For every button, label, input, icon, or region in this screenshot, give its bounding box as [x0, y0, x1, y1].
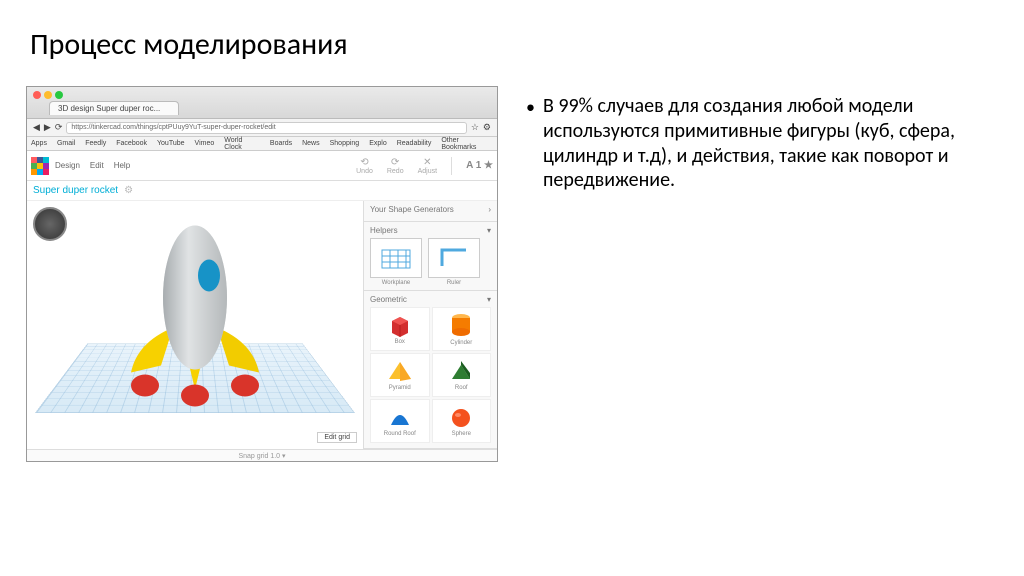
- wrench-icon[interactable]: ⚙: [483, 122, 491, 133]
- tinkercad-logo[interactable]: [31, 157, 49, 175]
- editor-body: Edit grid Your Shape Generators› Helpers…: [27, 201, 497, 449]
- bullet-text: В 99% случаев для создания любой модели …: [543, 94, 1002, 193]
- panel-geometric: Geometric▾ Box Cylinder Pyramid: [364, 291, 497, 449]
- close-icon[interactable]: [33, 91, 41, 99]
- menu-help[interactable]: Help: [114, 161, 130, 170]
- editor-footer: Snap grid 1.0 ▾: [27, 449, 497, 461]
- app-top-bar: Design Edit Help ⟲ Undo ⟳ Redo ✕ Adjust …: [27, 151, 497, 181]
- slide-title: Процесс моделирования: [30, 26, 348, 63]
- browser-url-row: ◀ ▶ ⟳ https://tinkercad.com/things/cptPU…: [27, 119, 497, 137]
- shape-roundroof[interactable]: Round Roof: [370, 399, 430, 443]
- helper-workplane[interactable]: [370, 238, 422, 278]
- bullet-item: • В 99% случаев для создания любой модел…: [526, 94, 1002, 193]
- redo-button[interactable]: ⟳ Redo: [387, 157, 404, 175]
- bookmark-link[interactable]: Facebook: [116, 140, 147, 147]
- helper-label: Ruler: [428, 280, 480, 286]
- tinkercad-screenshot: 3D design Super duper roc... ◀ ▶ ⟳ https…: [26, 86, 498, 462]
- bookmark-link[interactable]: YouTube: [157, 140, 185, 147]
- bookmark-link[interactable]: Apps: [31, 140, 47, 147]
- bookmark-link[interactable]: Boards: [270, 140, 292, 147]
- bookmarks-bar: Apps Gmail Feedly Facebook YouTube Vimeo…: [27, 137, 497, 151]
- helper-label: Workplane: [370, 280, 422, 286]
- url-input[interactable]: https://tinkercad.com/things/cptPUuy9YuT…: [66, 122, 466, 134]
- design-name[interactable]: Super duper rocket: [33, 185, 118, 196]
- app-toolbar-right: ⟲ Undo ⟳ Redo ✕ Adjust A 1 ★: [356, 157, 493, 175]
- chevron-right-icon: ›: [488, 205, 491, 214]
- nav-forward-icon[interactable]: ▶: [44, 122, 51, 133]
- panel-helpers: Helpers▾ Workplane Ruler: [364, 222, 497, 291]
- edit-grid-button[interactable]: Edit grid: [317, 432, 357, 443]
- helper-ruler[interactable]: [428, 238, 480, 278]
- settings-icon[interactable]: ⚙: [124, 185, 133, 196]
- reload-icon[interactable]: ⟳: [55, 122, 63, 133]
- bookmark-link[interactable]: Gmail: [57, 140, 75, 147]
- shape-sphere[interactable]: Sphere: [432, 399, 492, 443]
- menu-edit[interactable]: Edit: [90, 161, 104, 170]
- bookmark-link[interactable]: World Clock: [224, 137, 260, 151]
- shapes-panel: Your Shape Generators› Helpers▾ Workplan…: [363, 201, 497, 449]
- rocket-icon: [115, 217, 275, 407]
- shape-pyramid[interactable]: Pyramid: [370, 353, 430, 397]
- star-icon[interactable]: ☆: [471, 122, 479, 133]
- canvas[interactable]: Edit grid: [27, 201, 363, 449]
- bookmark-link[interactable]: Feedly: [85, 140, 106, 147]
- panel-shape-generators[interactable]: Your Shape Generators›: [364, 201, 497, 222]
- bookmark-link[interactable]: Explo: [369, 140, 387, 147]
- nav-back-icon[interactable]: ◀: [33, 122, 40, 133]
- bookmark-link[interactable]: Readability: [397, 140, 432, 147]
- viewcube[interactable]: [33, 207, 67, 241]
- shape-roof[interactable]: Roof: [432, 353, 492, 397]
- indicators: A 1 ★: [466, 160, 493, 171]
- shape-cylinder[interactable]: Cylinder: [432, 307, 492, 351]
- bullet-icon: •: [526, 94, 535, 120]
- browser-titlebar: 3D design Super duper roc...: [27, 87, 497, 119]
- bookmark-link[interactable]: Vimeo: [195, 140, 215, 147]
- window-traffic-lights: [33, 91, 63, 99]
- rocket-model[interactable]: [115, 217, 275, 409]
- bookmark-link[interactable]: News: [302, 140, 320, 147]
- browser-tab[interactable]: 3D design Super duper roc...: [49, 101, 179, 115]
- chevron-down-icon: ▾: [487, 226, 491, 235]
- minimize-icon[interactable]: [44, 91, 52, 99]
- undo-button[interactable]: ⟲ Undo: [356, 157, 373, 175]
- menu-design[interactable]: Design: [55, 161, 80, 170]
- chevron-down-icon: ▾: [487, 295, 491, 304]
- shape-box[interactable]: Box: [370, 307, 430, 351]
- other-bookmarks[interactable]: Other Bookmarks: [441, 137, 493, 151]
- design-title-row: Super duper rocket ⚙: [27, 181, 497, 201]
- app-menu: Design Edit Help: [55, 161, 130, 170]
- adjust-button[interactable]: ✕ Adjust: [418, 157, 437, 175]
- bookmark-link[interactable]: Shopping: [330, 140, 360, 147]
- maximize-icon[interactable]: [55, 91, 63, 99]
